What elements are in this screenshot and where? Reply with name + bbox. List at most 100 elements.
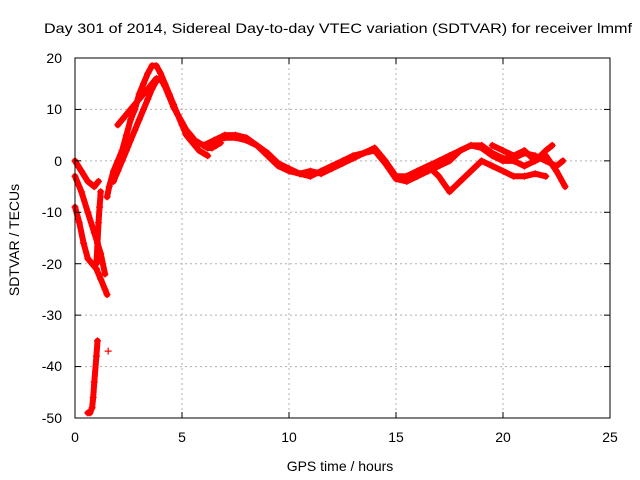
data-point: [520, 162, 528, 170]
data-point: [92, 352, 100, 360]
data-point: [381, 159, 389, 167]
plot-border: [74, 57, 611, 419]
y-tick-label: -50: [42, 410, 62, 426]
data-point: [144, 85, 152, 93]
data-point: [165, 93, 173, 101]
y-tick-label: -30: [42, 307, 62, 323]
y-tick-label: -40: [42, 358, 62, 374]
data-point: [161, 80, 169, 88]
data-point: [499, 157, 507, 165]
y-tick-label: 10: [46, 101, 62, 117]
data-point: [306, 172, 314, 180]
data-point: [148, 80, 156, 88]
data-point: [520, 172, 528, 180]
data-point: [413, 167, 421, 175]
data-point: [77, 188, 85, 196]
data-point: [191, 136, 199, 144]
data-point: [122, 111, 130, 119]
data-point: [253, 141, 261, 149]
data-point: [424, 162, 432, 170]
data-point: [103, 193, 111, 201]
data-point: [90, 378, 98, 386]
data-point: [144, 69, 152, 77]
data-point: [122, 131, 130, 139]
data-point: [360, 149, 368, 157]
data-point: [204, 152, 212, 160]
data-point: [169, 103, 177, 111]
data-point: [435, 162, 443, 170]
data-point: [95, 177, 103, 185]
data-point: [478, 157, 486, 165]
data-point: [101, 285, 109, 293]
y-tick-label: 0: [54, 153, 62, 169]
data-point: [478, 144, 486, 152]
data-point: [264, 149, 272, 157]
series-arc-5: [84, 337, 101, 417]
data-point: [88, 404, 96, 412]
data-point: [403, 172, 411, 180]
data-point: [114, 167, 122, 175]
x-tick-label: 25: [602, 429, 618, 445]
data-point: [510, 172, 518, 180]
data-point: [499, 147, 507, 155]
data-point: [242, 136, 250, 144]
data-point: [208, 144, 216, 152]
y-tick-label: -20: [42, 256, 62, 272]
data-point: [456, 177, 464, 185]
data-point: [456, 147, 464, 155]
data-point: [97, 275, 105, 283]
data-point: [131, 126, 139, 134]
data-point: [210, 136, 218, 144]
data-point: [114, 121, 122, 129]
data-point: [84, 255, 92, 263]
data-point: [510, 152, 518, 160]
data-point: [178, 118, 186, 126]
data-point: [139, 90, 147, 98]
data-point: [488, 141, 496, 149]
data-point: [93, 239, 101, 247]
data-point: [127, 105, 135, 113]
data-point: [135, 95, 143, 103]
data-point: [95, 219, 103, 227]
data-point: [75, 219, 83, 227]
data-point: [195, 147, 203, 155]
data-point: [96, 203, 104, 211]
data-point: [77, 167, 85, 175]
data-point: [339, 157, 346, 165]
data-point: [127, 136, 135, 144]
x-tick-label: 5: [178, 429, 186, 445]
y-tick-label: 20: [46, 50, 62, 66]
data-point: [157, 75, 165, 83]
data-point: [152, 62, 160, 70]
data-point: [553, 167, 560, 175]
data-point: [104, 347, 112, 355]
data-point: [89, 393, 97, 401]
data-point: [285, 165, 293, 173]
series-outlier: [104, 347, 112, 355]
data-point: [118, 157, 126, 165]
data-point: [122, 147, 130, 155]
series-arc-8: [114, 75, 169, 129]
data-point: [195, 139, 203, 147]
y-tick-labels: 20 10 0 -10 -20 -30 -40 -50: [42, 50, 62, 426]
data-point: [110, 177, 118, 185]
x-tick-label: 0: [71, 429, 79, 445]
data-point: [467, 141, 475, 149]
series-arc-10: [210, 134, 569, 191]
data-point: [488, 152, 496, 160]
data-point: [435, 172, 443, 180]
data-point: [80, 239, 88, 247]
axis-ticks: [74, 57, 611, 419]
data-points: [71, 62, 569, 417]
data-point: [92, 260, 100, 268]
data-point: [144, 95, 152, 103]
data-point: [349, 152, 357, 160]
data-point: [174, 111, 182, 119]
series-arc-4: [92, 188, 105, 268]
data-point: [531, 170, 539, 178]
data-point: [84, 208, 92, 216]
x-tick-label: 10: [281, 429, 297, 445]
data-point: [199, 149, 207, 157]
